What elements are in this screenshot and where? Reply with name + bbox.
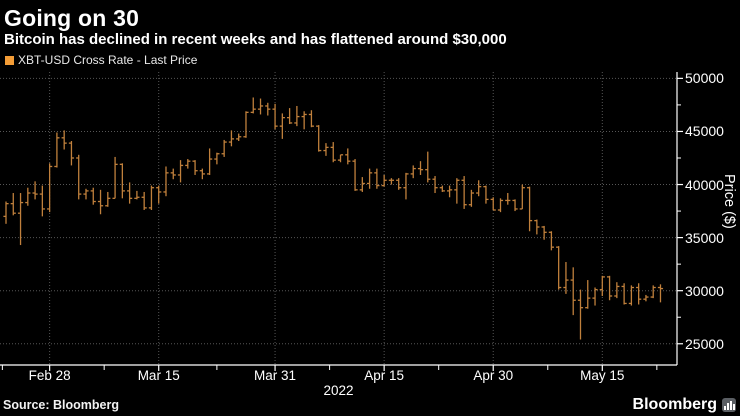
x-tick-label: Apr 30 (473, 368, 514, 383)
x-tick-label: Feb 28 (28, 368, 71, 383)
bloomberg-wordmark: Bloomberg (632, 396, 717, 413)
source-credit: Source: Bloomberg (3, 398, 119, 412)
y-tick-label: 50000 (685, 70, 724, 87)
x-tick-label: Mar 31 (254, 368, 297, 383)
x-tick-label: Apr 15 (364, 368, 405, 383)
bloomberg-logo-icon (722, 398, 736, 412)
x-axis-year-label: 2022 (323, 383, 354, 398)
chart-subtitle: Bitcoin has declined in recent weeks and… (4, 31, 507, 48)
legend: XBT-USD Cross Rate - Last Price (5, 53, 197, 67)
y-tick-label: 35000 (685, 229, 724, 246)
bloomberg-branding: Bloomberg (633, 396, 736, 414)
x-tick-label: Mar 15 (137, 368, 180, 383)
y-tick-label: 25000 (685, 335, 724, 352)
chart-title: Going on 30 (4, 5, 140, 31)
legend-swatch-icon (5, 55, 14, 65)
x-tick-label: May 15 (580, 368, 625, 383)
y-tick-label: 40000 (685, 176, 724, 193)
legend-label: XBT-USD Cross Rate - Last Price (18, 53, 198, 67)
y-axis-title: Price ($) (721, 173, 737, 229)
y-tick-label: 45000 (685, 123, 724, 140)
y-tick-label: 30000 (685, 282, 724, 299)
